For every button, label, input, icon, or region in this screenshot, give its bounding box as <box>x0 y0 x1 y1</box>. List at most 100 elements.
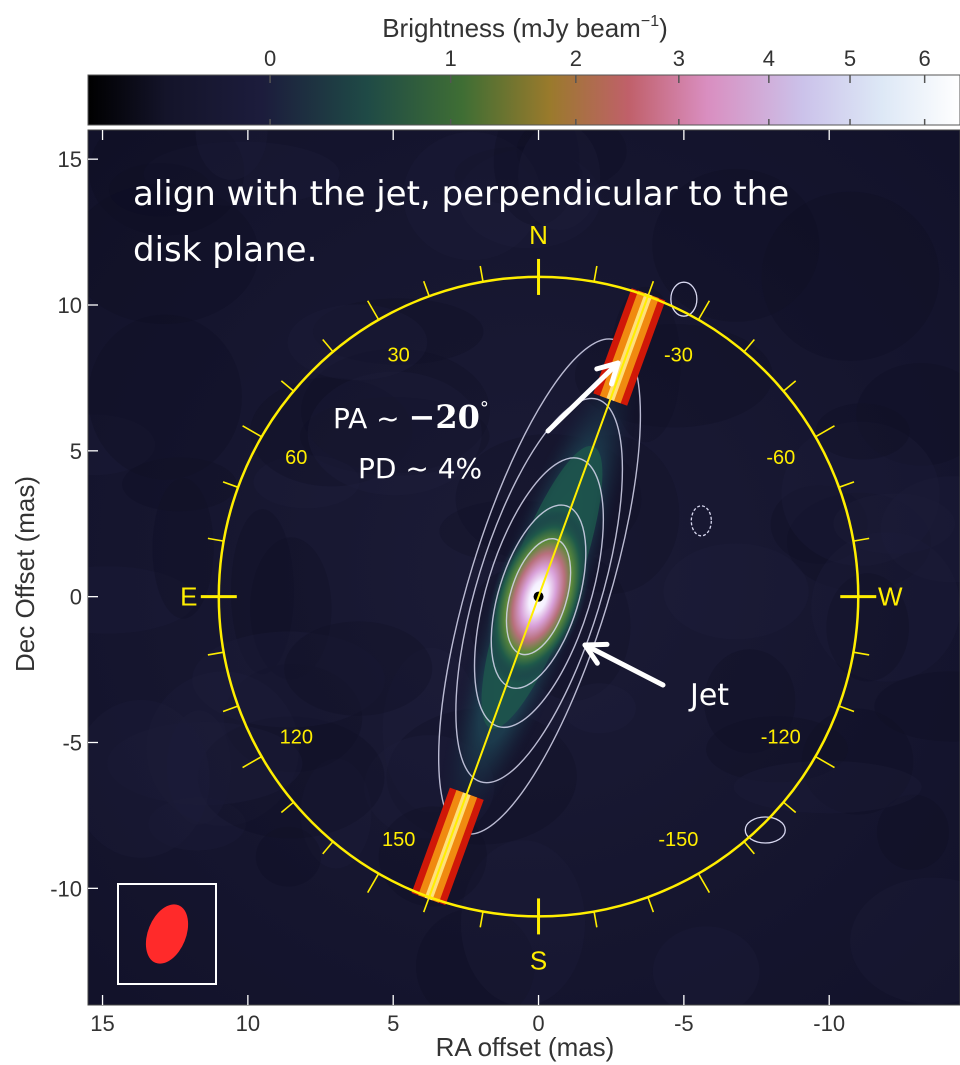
noise-blob <box>253 455 360 509</box>
y-tick-label: 10 <box>58 293 82 318</box>
compass-angle-label: 120 <box>280 727 313 749</box>
noise-blob <box>454 146 583 205</box>
compass-tick <box>853 537 870 542</box>
contour-line <box>473 457 605 729</box>
x-tick-label: 10 <box>236 1011 260 1036</box>
noise-blob <box>815 403 910 460</box>
compass-tick <box>322 338 334 353</box>
x-tick-label: 0 <box>532 1011 544 1036</box>
compass-tick <box>242 755 263 769</box>
compass-tick <box>280 801 295 814</box>
noise-blob <box>107 721 303 806</box>
compass-tick <box>853 651 870 656</box>
colorbar-label: Brightness (mJy beam−1) <box>382 13 668 43</box>
annotation-arrows <box>545 360 666 688</box>
compass-tick <box>322 841 334 855</box>
y-tick-label: -5 <box>62 731 82 756</box>
noise-blob <box>518 130 601 230</box>
noise-blob <box>416 908 535 1005</box>
jet-arrow-head <box>582 641 610 666</box>
noise-blob <box>88 566 196 634</box>
compass-angle-label: 30 <box>388 344 410 366</box>
image-frame <box>87 129 960 1006</box>
noise-blob <box>300 758 372 869</box>
noise-blob <box>143 141 340 207</box>
pa-arrow-head <box>594 360 621 387</box>
noise-blob <box>146 671 299 826</box>
compass-tick <box>479 911 484 928</box>
jet-label: Jet <box>688 678 729 713</box>
compass-tick <box>743 338 755 353</box>
compass-tick <box>422 280 430 297</box>
compass-angle-label: -60 <box>766 447 795 469</box>
x-tick-label: -10 <box>813 1011 845 1036</box>
compass-tick <box>647 280 655 297</box>
noise-blob <box>833 493 956 554</box>
compass-tick <box>422 896 430 913</box>
noise-blob <box>88 414 155 476</box>
caption-line-2: disk plane. <box>133 230 317 270</box>
noise-blob <box>230 509 295 675</box>
contour-line <box>744 816 786 844</box>
noise-blob <box>301 348 490 473</box>
noise-blob <box>197 716 385 839</box>
y-tick-label: 15 <box>58 147 82 172</box>
noise-blob <box>255 826 322 887</box>
colorbar-tick-label: 3 <box>673 46 685 71</box>
noise-blob <box>287 304 428 381</box>
noise-blob <box>223 663 363 773</box>
colorbar-tick-label: 6 <box>919 46 931 71</box>
noise-blob <box>786 492 932 591</box>
compass-tick <box>782 380 797 392</box>
colorbar-tick-label: 0 <box>264 46 276 71</box>
noise-blob <box>761 191 940 361</box>
compass-tick <box>743 841 755 855</box>
colorbar-tick-label: 5 <box>844 46 856 71</box>
x-tick-label: 5 <box>387 1011 399 1036</box>
compass-angle-label: -30 <box>664 344 693 366</box>
noise-blob <box>403 131 541 261</box>
noise-blob <box>874 671 960 742</box>
noise-blob <box>166 710 231 825</box>
compass-tick <box>838 705 855 713</box>
colorbar-tick-label: 1 <box>445 46 457 71</box>
noise-blob <box>856 363 960 466</box>
noise-blob <box>652 168 820 322</box>
x-tick-label: -5 <box>674 1011 694 1036</box>
colorbar: Brightness (mJy beam−1) 0 1 2 3 4 5 6 <box>87 13 960 126</box>
contour-line <box>670 281 698 317</box>
compass-label-south: S <box>530 945 547 975</box>
noise-blob <box>733 760 922 814</box>
x-tick-label: 15 <box>90 1011 114 1036</box>
compass-label-west: W <box>878 582 903 612</box>
position-angle-compass: N S E W 30 60 120 150 -30 -60 -120 -150 <box>180 220 903 975</box>
pa-annotation: PA ~ −20° <box>333 398 489 436</box>
y-tick-label: -10 <box>50 876 82 901</box>
y-tick-label: 5 <box>70 439 82 464</box>
noise-blob <box>312 298 484 365</box>
compass-tick <box>593 265 598 282</box>
colorbar-tick-label: 2 <box>570 46 582 71</box>
y-axis-label: Dec Offset (mas) <box>10 476 40 672</box>
contour-line <box>690 505 712 537</box>
noise-blob <box>192 631 385 728</box>
compass-tick <box>207 537 224 542</box>
noise-blob <box>284 621 433 716</box>
contour-lines <box>437 281 786 844</box>
noise-blob <box>562 683 636 734</box>
noise-blob <box>652 926 760 1005</box>
axis-ticks: 15 10 5 0 -5 -10 15 10 5 0 -5 -10 <box>50 130 845 1036</box>
compass-tick <box>242 425 263 438</box>
noise-blob <box>88 314 242 480</box>
noise-blob <box>88 699 210 858</box>
noise-blob <box>299 396 490 476</box>
noise-blob <box>704 649 796 754</box>
compass-label-north: N <box>529 220 548 250</box>
contour-line <box>490 504 587 689</box>
beam-ellipse <box>145 904 189 964</box>
noise-blob <box>89 130 245 236</box>
noise-blob <box>250 537 332 681</box>
caption-line-1: align with the jet, perpendicular to the <box>133 174 789 214</box>
colorbar-ticks: 0 1 2 3 4 5 6 <box>264 46 931 125</box>
